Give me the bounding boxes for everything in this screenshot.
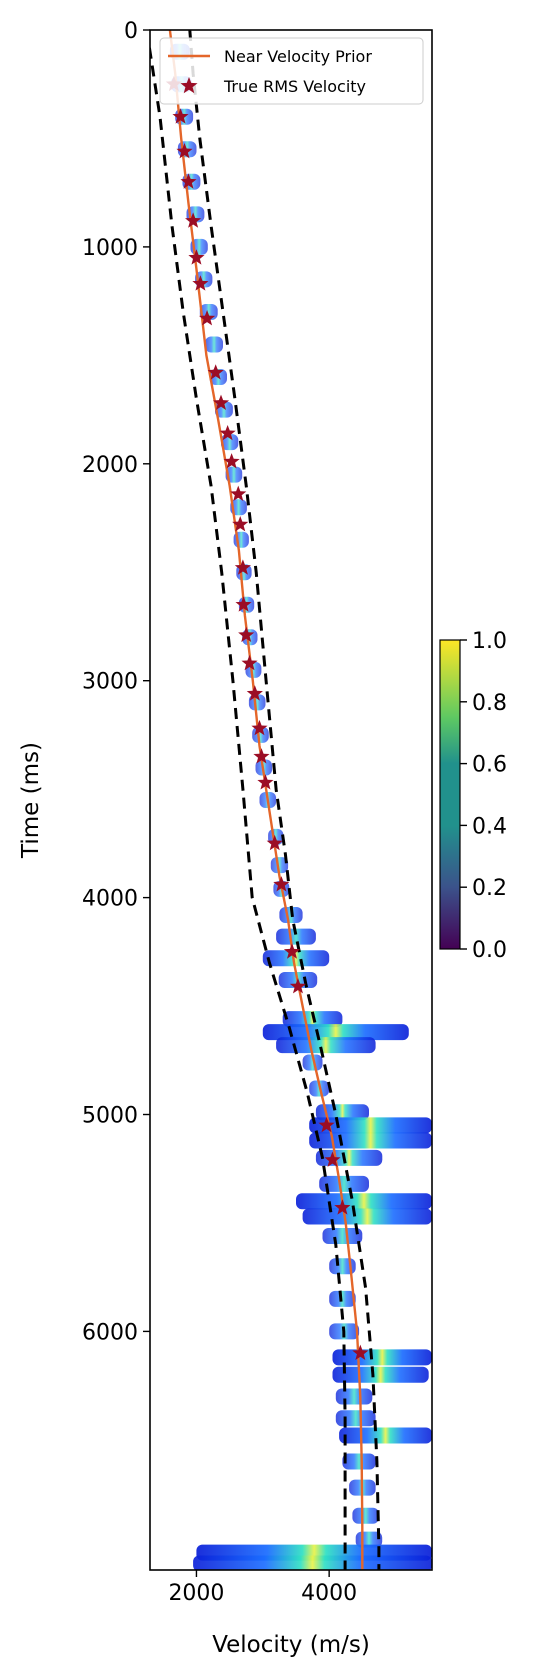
true-rms-point-14 — [234, 559, 251, 575]
prior-layer — [168, 30, 364, 1570]
axes-frame — [149, 29, 433, 1571]
true-rms-point-1 — [172, 108, 189, 124]
x-tick-label-0: 2000 — [168, 1581, 224, 1606]
semblance-band-25 — [270, 857, 289, 874]
true-rms-point-20 — [253, 748, 270, 764]
colorbar-gradient — [439, 639, 461, 950]
colorbar-tick-label-0: 0.0 — [472, 938, 507, 963]
true-rms-point-27 — [324, 1151, 341, 1167]
bounds-layer — [150, 30, 381, 1570]
semblance-band-41 — [296, 1193, 432, 1210]
upper-bound-line — [188, 30, 381, 1570]
legend-prior-label: Near Velocity Prior — [224, 47, 372, 66]
semblance-band-34 — [302, 1054, 323, 1071]
colorbar-tick-label-1: 0.2 — [472, 876, 507, 901]
colorbar: 0.0 0.2 0.4 0.6 0.8 1.0 — [439, 629, 507, 963]
true-rms-point-7 — [198, 309, 216, 326]
semblance-band-28 — [276, 928, 316, 945]
semblance-band-43 — [322, 1228, 363, 1244]
semblance-band-33 — [276, 1037, 376, 1054]
y-tick-label-4: 4000 — [82, 887, 138, 912]
true-rms-point-23 — [273, 876, 290, 892]
legend-true-rms-label: True RMS Velocity — [223, 77, 366, 96]
true-rms-point-9 — [212, 394, 230, 410]
lower-bound-line — [150, 41, 347, 1570]
true-rms-point-11 — [223, 453, 240, 469]
colorbar-tick-label-5: 1.0 — [472, 629, 507, 654]
true-rms-point-17 — [241, 654, 258, 671]
true-rms-layer — [165, 75, 369, 1360]
x-axis-ticks: 2000 4000 — [168, 1570, 357, 1606]
semblance-band-52 — [342, 1453, 376, 1470]
true-rms-point-6 — [192, 275, 209, 291]
semblance-band-50 — [335, 1410, 376, 1427]
true-rms-point-26 — [318, 1116, 335, 1133]
true-rms-point-10 — [219, 424, 236, 441]
y-tick-label-1: 1000 — [82, 236, 138, 261]
y-tick-label-2: 2000 — [82, 453, 138, 478]
x-tick-label-1: 4000 — [301, 1581, 357, 1606]
true-rms-point-3 — [180, 173, 197, 189]
true-rms-point-25 — [289, 978, 307, 994]
semblance-band-37 — [309, 1117, 432, 1134]
true-rms-point-21 — [257, 774, 274, 790]
colorbar-tick-label-4: 0.8 — [472, 691, 507, 716]
colorbar-tick-label-2: 0.4 — [472, 814, 507, 839]
colorbar-ticks: 0.0 0.2 0.4 0.6 0.8 1.0 — [460, 629, 507, 963]
true-rms-point-19 — [251, 719, 268, 736]
true-rms-point-18 — [246, 685, 263, 701]
true-rms-point-13 — [232, 516, 249, 532]
semblance-band-45 — [329, 1290, 356, 1307]
semblance-band-13 — [225, 466, 243, 483]
true-rms-point-2 — [176, 142, 193, 159]
true-rms-point-29 — [352, 1344, 369, 1360]
y-tick-label-5: 5000 — [82, 1104, 138, 1129]
semblance-band-42 — [302, 1208, 432, 1225]
legend: Near Velocity Prior True RMS Velocity — [159, 37, 424, 105]
semblance-band-40 — [319, 1175, 369, 1192]
true-rms-point-4 — [185, 212, 202, 228]
semblance-band-47 — [332, 1349, 432, 1366]
near-velocity-prior-line — [168, 30, 364, 1570]
true-rms-point-12 — [230, 485, 247, 502]
true-rms-point-15 — [235, 596, 252, 612]
semblance-band-9 — [205, 336, 223, 353]
x-axis-title: Velocity (m/s) — [212, 1632, 370, 1658]
y-tick-label-0: 0 — [124, 19, 138, 44]
true-rms-point-5 — [188, 249, 205, 265]
true-rms-point-24 — [283, 943, 301, 959]
semblance-band-48 — [332, 1366, 429, 1383]
y-axis-title: Time (ms) — [18, 742, 44, 859]
semblance-band-32 — [262, 1024, 409, 1041]
semblance-band-54 — [352, 1507, 379, 1524]
semblance-band-49 — [335, 1388, 373, 1405]
colorbar-tick-label-3: 0.6 — [472, 753, 507, 778]
y-axis-ticks: 0 1000 2000 3000 4000 5000 6000 — [82, 19, 150, 1345]
semblance-band-29 — [262, 950, 330, 967]
y-tick-label-6: 6000 — [82, 1320, 138, 1345]
true-rms-point-22 — [266, 834, 283, 851]
semblance-band-38 — [309, 1132, 432, 1149]
legend-box — [159, 37, 424, 105]
true-rms-point-8 — [207, 364, 224, 380]
true-rms-point-16 — [238, 626, 255, 643]
legend-star-swatch — [180, 77, 198, 94]
true-rms-point-28 — [334, 1199, 351, 1215]
semblance-band-57 — [193, 1555, 432, 1570]
plot-area — [150, 30, 432, 1570]
semblance-band-36 — [315, 1104, 369, 1121]
y-tick-label-3: 3000 — [82, 670, 138, 695]
semblance-band-51 — [339, 1427, 432, 1444]
